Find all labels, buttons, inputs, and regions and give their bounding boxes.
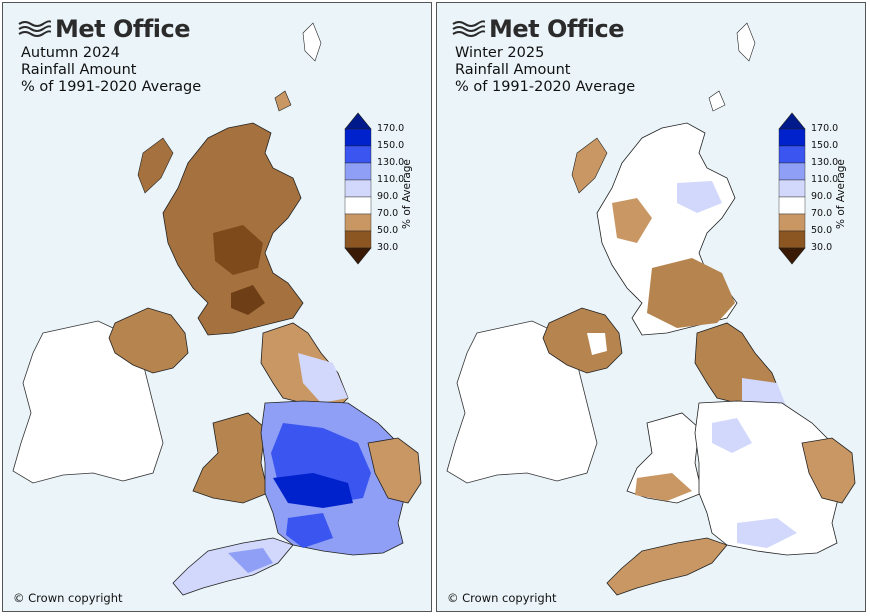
colorbar-tick: 150.0 xyxy=(377,140,405,151)
hebrides-islands xyxy=(137,137,174,194)
colorbar-bin xyxy=(778,128,806,147)
shetland-islands xyxy=(302,22,322,62)
colorbar-bin xyxy=(344,162,372,181)
colorbar-tick: 130.0 xyxy=(377,157,405,168)
colorbar-bin xyxy=(778,162,806,181)
map-title-block: Winter 2025 Rainfall Amount % of 1991-20… xyxy=(455,45,635,96)
colorbar-extend-low xyxy=(778,247,806,265)
wales-dry-patch xyxy=(635,473,692,501)
scotland-dry-patch xyxy=(213,225,263,275)
south-wet-patch xyxy=(286,513,333,548)
scotland-dry-patch xyxy=(647,258,735,328)
brand-name: Met Office xyxy=(55,15,191,43)
colorbar-tick: 70.0 xyxy=(811,208,833,219)
map-variable: Rainfall Amount xyxy=(21,62,137,78)
met-office-waves-icon xyxy=(18,20,51,37)
colorbar-tick: 50.0 xyxy=(811,225,833,236)
colorbar-label: % of Average xyxy=(835,159,847,229)
colorbar-tick: 90.0 xyxy=(377,191,399,202)
colorbar-tick: 30.0 xyxy=(377,242,399,253)
orkney-islands xyxy=(274,90,292,112)
northern-ireland-region xyxy=(542,307,623,374)
colorbar-tick: 30.0 xyxy=(811,242,833,253)
rainfall-map-autumn-2024 xyxy=(12,22,422,596)
orkney-islands xyxy=(708,90,726,112)
colorbar-bin xyxy=(778,179,806,198)
colorbar-tick: 130.0 xyxy=(811,157,839,168)
southwest-england-region xyxy=(606,537,728,596)
met-office-logo: Met Office xyxy=(451,15,625,43)
colorbar-label: % of Average xyxy=(401,159,413,229)
midlands-wet-patch xyxy=(712,418,752,453)
east-anglia-region xyxy=(801,437,856,504)
colorbar-legend: 170.0 150.0 130.0 110.0 90.0 70.0 50.0 3… xyxy=(777,111,857,271)
scotland-dry-patch xyxy=(612,198,652,243)
central-extreme-wet-patch xyxy=(273,473,353,508)
brand-name: Met Office xyxy=(489,15,625,43)
map-title-block: Autumn 2024 Rainfall Amount % of 1991-20… xyxy=(21,45,201,96)
southwest-wet-patch xyxy=(228,548,273,573)
met-office-logo: Met Office xyxy=(17,15,191,43)
colorbar-bin xyxy=(778,213,806,232)
map-panel-winter-2025: Met Office Winter 2025 Rainfall Amount %… xyxy=(436,2,866,612)
map-panel-autumn-2024: Met Office Autumn 2024 Rainfall Amount %… xyxy=(2,2,432,612)
east-anglia-region xyxy=(367,437,422,504)
colorbar-bin xyxy=(778,230,806,249)
colorbar-bin xyxy=(778,145,806,164)
colorbar-tick: 50.0 xyxy=(377,225,399,236)
map-variable: Rainfall Amount xyxy=(455,62,571,78)
map-season: Winter 2025 xyxy=(455,45,545,61)
colorbar-bin xyxy=(778,196,806,215)
colorbar-tick: 90.0 xyxy=(811,191,833,202)
wales-region xyxy=(192,412,269,504)
northern-ireland-normal-patch xyxy=(587,333,607,355)
colorbar-bin xyxy=(344,230,372,249)
colorbar xyxy=(778,112,806,265)
colorbar-extend-high xyxy=(778,112,806,130)
south-wet-patch xyxy=(737,518,797,548)
southwest-england-region xyxy=(172,537,294,596)
colorbar-extend-high xyxy=(344,112,372,130)
colorbar-bin xyxy=(344,179,372,198)
colorbar-bin xyxy=(344,196,372,215)
hebrides-islands xyxy=(571,137,608,194)
colorbar-legend: 170.0 150.0 130.0 110.0 90.0 70.0 50.0 3… xyxy=(343,111,423,271)
colorbar-bin xyxy=(344,145,372,164)
colorbar-bin xyxy=(344,128,372,147)
map-baseline: % of 1991-2020 Average xyxy=(455,79,636,95)
colorbar-extend-low xyxy=(344,247,372,265)
rainfall-map-winter-2025 xyxy=(446,22,856,596)
copyright-notice: © Crown copyright xyxy=(447,591,557,605)
scotland-dry-patch xyxy=(231,285,265,315)
colorbar-tick: 110.0 xyxy=(377,174,405,185)
colorbar-tick: 150.0 xyxy=(811,140,839,151)
colorbar-tick: 170.0 xyxy=(377,123,405,134)
colorbar-tick: 170.0 xyxy=(811,123,839,134)
met-office-waves-icon xyxy=(452,20,485,37)
copyright-notice: © Crown copyright xyxy=(13,591,123,605)
shetland-islands xyxy=(736,22,756,62)
colorbar-tick: 70.0 xyxy=(377,208,399,219)
map-baseline: % of 1991-2020 Average xyxy=(21,79,202,95)
colorbar-tick: 110.0 xyxy=(811,174,839,185)
scotland-wet-patch xyxy=(677,181,722,213)
colorbar-bin xyxy=(344,213,372,232)
map-season: Autumn 2024 xyxy=(21,45,120,61)
northern-england-wet-patch xyxy=(298,353,348,403)
colorbar xyxy=(344,112,372,265)
northern-ireland-region xyxy=(108,307,189,374)
